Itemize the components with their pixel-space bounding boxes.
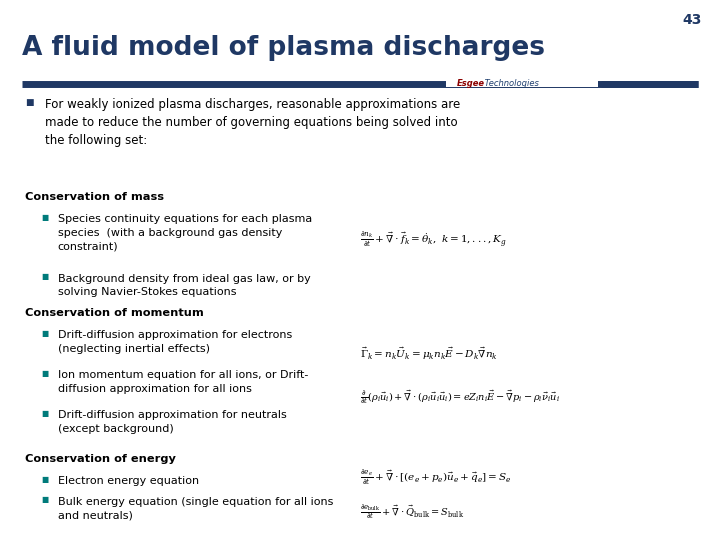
Text: Bulk energy equation (single equation for all ions
and neutrals): Bulk energy equation (single equation fo… — [58, 497, 333, 521]
Text: Ion momentum equation for all ions, or Drift-
diffusion approximation for all io: Ion momentum equation for all ions, or D… — [58, 370, 308, 394]
Text: ■: ■ — [42, 495, 49, 504]
Text: $\frac{\partial n_k}{\partial t} + \vec{\nabla}\cdot \vec{f}_k = \dot{\theta}_k,: $\frac{\partial n_k}{\partial t} + \vec{… — [360, 231, 507, 249]
Text: $\vec{\Gamma}_k = n_k \vec{U}_k = \mu_k n_k \vec{E} - D_k \vec{\nabla} n_k$: $\vec{\Gamma}_k = n_k \vec{U}_k = \mu_k … — [360, 346, 498, 362]
FancyBboxPatch shape — [446, 79, 598, 87]
Text: Conservation of energy: Conservation of energy — [25, 454, 176, 464]
Text: A fluid model of plasma discharges: A fluid model of plasma discharges — [22, 35, 544, 61]
Text: ■: ■ — [42, 369, 49, 378]
Text: Background density from ideal gas law, or by
solving Navier-Stokes equations: Background density from ideal gas law, o… — [58, 274, 310, 298]
Text: ■: ■ — [42, 272, 49, 281]
Text: Conservation of momentum: Conservation of momentum — [25, 308, 204, 318]
Text: Drift-diffusion approximation for electrons
(neglecting inertial effects): Drift-diffusion approximation for electr… — [58, 330, 292, 354]
Text: Drift-diffusion approximation for neutrals
(except background): Drift-diffusion approximation for neutra… — [58, 410, 287, 434]
Text: $\frac{\partial e_e}{\partial t} + \vec{\nabla}\cdot[(e_e+p_e)\vec{u}_e + \vec{q: $\frac{\partial e_e}{\partial t} + \vec{… — [360, 469, 511, 487]
Text: $\frac{\partial}{\partial t}(\rho_i \vec{u}_i)+\vec{\nabla}\cdot(\rho_i \vec{u}_: $\frac{\partial}{\partial t}(\rho_i \vec… — [360, 388, 560, 406]
Text: ■: ■ — [42, 475, 49, 484]
Text: 43: 43 — [683, 14, 702, 28]
Text: ■: ■ — [42, 329, 49, 338]
Text: Electron energy equation: Electron energy equation — [58, 476, 199, 487]
Text: ■: ■ — [25, 98, 34, 107]
Text: For weakly ionized plasma discharges, reasonable approximations are
made to redu: For weakly ionized plasma discharges, re… — [45, 98, 461, 147]
Text: Species continuity equations for each plasma
species  (with a background gas den: Species continuity equations for each pl… — [58, 214, 312, 252]
Text: Conservation of mass: Conservation of mass — [25, 192, 164, 202]
Text: Esgee: Esgee — [457, 79, 485, 88]
Text: ■: ■ — [42, 213, 49, 222]
Text: ■: ■ — [42, 409, 49, 418]
Text: $\frac{\partial e_{\mathrm{bulk}}}{\partial t} + \vec{\nabla}\cdot \vec{Q}_{\mat: $\frac{\partial e_{\mathrm{bulk}}}{\part… — [360, 503, 464, 521]
Text: Technologies: Technologies — [482, 79, 539, 88]
